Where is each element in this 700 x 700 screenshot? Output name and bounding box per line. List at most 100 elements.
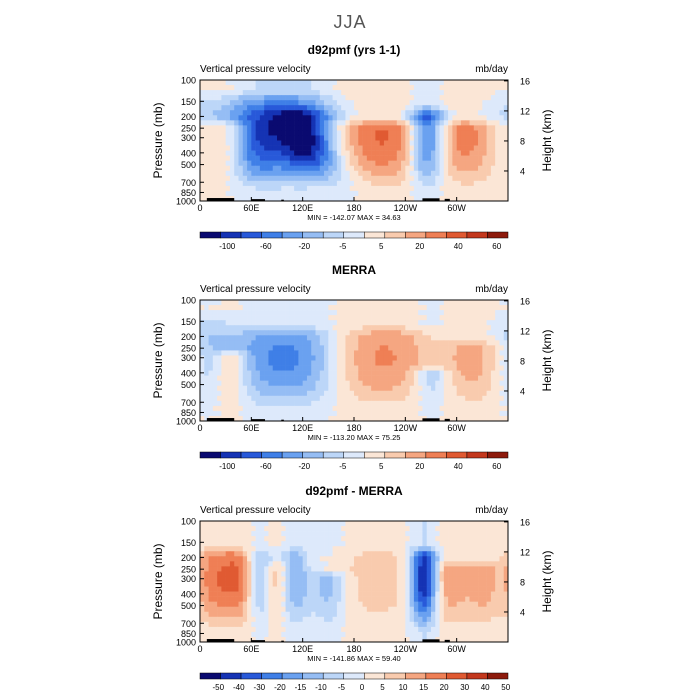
heatmap-cell — [247, 110, 252, 116]
heatmap-cell — [456, 190, 462, 197]
y-tick-label: 300 — [181, 133, 196, 143]
heatmap-cell — [255, 340, 261, 346]
heatmap-cell — [388, 175, 393, 182]
heatmap-cell — [229, 546, 235, 552]
heatmap-cell — [204, 546, 209, 552]
heatmap-cell — [456, 340, 462, 346]
heatmap-cell — [379, 531, 385, 537]
heatmap-cell — [439, 155, 445, 161]
heatmap-cell — [234, 115, 239, 121]
heatmap-cell — [345, 190, 351, 197]
heatmap-cell — [383, 150, 389, 156]
heatmap-cell — [294, 135, 299, 141]
heatmap-cell — [354, 150, 359, 156]
heatmap-cell — [478, 80, 483, 86]
heatmap-cell — [208, 536, 214, 542]
heatmap-cell — [482, 305, 487, 311]
heatmap-cell — [221, 536, 226, 542]
heatmap-cell — [473, 170, 479, 177]
heatmap-cell — [332, 601, 338, 608]
heatmap-cell — [495, 100, 500, 106]
heatmap-cell — [478, 556, 483, 562]
heatmap-cell — [345, 185, 351, 192]
heatmap-cell — [289, 300, 295, 306]
heatmap-cell — [503, 556, 509, 562]
heatmap-cell — [259, 90, 265, 96]
heatmap-cell — [405, 576, 410, 582]
heatmap-cell — [225, 170, 231, 177]
heatmap-cell — [431, 586, 436, 592]
heatmap-cell — [281, 541, 286, 547]
heatmap-cell — [332, 556, 338, 562]
heatmap-cell — [405, 325, 410, 331]
heatmap-cell — [302, 85, 308, 91]
heatmap-cell — [311, 345, 316, 351]
heatmap-cell — [409, 160, 415, 167]
heatmap-cell — [281, 155, 286, 161]
heatmap-cell — [272, 90, 278, 96]
heatmap-cell — [242, 90, 248, 96]
heatmap-cell — [255, 360, 261, 366]
x-tick-label: 60E — [243, 203, 259, 213]
x-tick-label: 120E — [292, 423, 313, 433]
heatmap-cell — [486, 315, 492, 321]
x-tick-label: 60W — [447, 203, 466, 213]
heatmap-cell — [431, 175, 436, 182]
heatmap-cell — [375, 190, 380, 197]
heatmap-cell — [392, 581, 398, 587]
heatmap-cell — [362, 606, 368, 613]
heatmap-cell — [289, 150, 295, 156]
heatmap-cell — [490, 130, 496, 136]
heatmap-cell — [396, 185, 402, 192]
heatmap-cell — [396, 140, 402, 146]
heatmap-cell — [345, 556, 351, 562]
heatmap-cell — [212, 611, 218, 618]
heatmap-cell — [503, 185, 509, 192]
heatmap-cell — [319, 100, 325, 106]
heatmap-cell — [302, 110, 308, 116]
heatmap-cell — [268, 135, 274, 141]
heatmap-cell — [473, 110, 479, 116]
heatmap-cell — [396, 135, 402, 141]
heatmap-cell — [234, 140, 239, 146]
heatmap-cell — [306, 531, 312, 537]
heatmap-cell — [392, 165, 398, 172]
heatmap-cell — [315, 135, 321, 141]
heatmap-cell — [264, 110, 269, 116]
heatmap-cell — [238, 546, 244, 552]
heatmap-cell — [465, 315, 470, 321]
heatmap-cell — [383, 325, 389, 331]
heatmap-cell — [251, 335, 256, 341]
heatmap-cell — [306, 611, 312, 618]
heatmap-cell — [315, 405, 321, 412]
heatmap-cell — [264, 581, 269, 587]
heatmap-cell — [259, 586, 265, 592]
heatmap-cell — [298, 185, 303, 192]
heatmap-cell — [362, 95, 368, 101]
heatmap-cell — [431, 596, 436, 602]
heatmap-cell — [332, 410, 338, 417]
heatmap-cell — [289, 350, 295, 356]
heatmap-cell — [289, 95, 295, 101]
heatmap-cell — [431, 566, 436, 572]
heatmap-cell — [328, 140, 333, 146]
heatmap-cell — [362, 385, 368, 392]
heatmap-cell — [379, 536, 385, 542]
heatmap-cell — [302, 591, 308, 597]
heatmap-cell — [234, 591, 239, 597]
heatmap-cell — [259, 120, 265, 126]
heatmap-cell — [383, 185, 389, 192]
heatmap-cell — [362, 100, 368, 106]
heatmap-cell — [413, 125, 419, 131]
heatmap-cell — [486, 155, 492, 161]
heatmap-cell — [306, 551, 312, 557]
heatmap-cell — [443, 145, 449, 151]
heatmap-cell — [315, 536, 321, 542]
heatmap-cell — [324, 155, 329, 161]
heatmap-cell — [238, 160, 244, 167]
heatmap-cell — [405, 611, 410, 618]
heatmap-cell — [208, 340, 214, 346]
heatmap-cell — [469, 566, 475, 572]
heatmap-cell — [422, 526, 428, 532]
heatmap-cell — [315, 165, 321, 172]
